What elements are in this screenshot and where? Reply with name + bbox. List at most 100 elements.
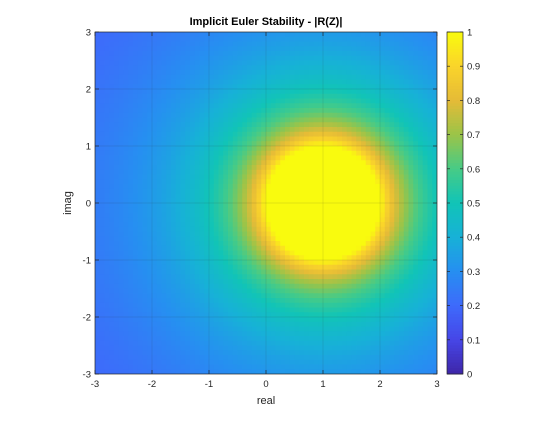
heatmap-cell	[199, 46, 205, 52]
heatmap-cell	[294, 340, 300, 347]
heatmap-cell	[104, 226, 110, 233]
heatmap-cell	[147, 359, 153, 366]
heatmap-cell	[327, 122, 334, 128]
heatmap-cell	[247, 193, 253, 199]
heatmap-cell	[356, 51, 362, 57]
heatmap-cell	[380, 174, 386, 180]
heatmap-cell	[228, 103, 234, 109]
heatmap-cell	[294, 41, 300, 47]
heatmap-cell	[342, 184, 348, 190]
heatmap-cell	[365, 74, 372, 81]
heatmap-cell	[95, 293, 101, 299]
heatmap-cell	[356, 231, 362, 237]
heatmap-cell	[313, 336, 319, 342]
heatmap-cell	[109, 274, 115, 280]
heatmap-cell	[133, 79, 139, 85]
heatmap-cell	[242, 260, 248, 266]
heatmap-cell	[318, 74, 324, 81]
heatmap-cell	[114, 359, 120, 366]
heatmap-cell	[399, 269, 405, 275]
heatmap-cell	[209, 103, 215, 109]
heatmap-cell	[194, 298, 201, 304]
heatmap-cell	[95, 307, 101, 313]
heatmap-cell	[109, 127, 115, 133]
heatmap-cell	[232, 226, 239, 233]
heatmap-cell	[408, 293, 414, 299]
heatmap-cell	[323, 355, 329, 361]
heatmap-cell	[218, 283, 224, 290]
heatmap-cell	[242, 150, 248, 157]
heatmap-cell	[356, 174, 362, 180]
heatmap-cell	[118, 169, 125, 176]
heatmap-cell	[223, 250, 229, 256]
heatmap-cell	[204, 150, 210, 157]
heatmap-cell	[323, 288, 329, 294]
heatmap-cell	[346, 136, 353, 142]
heatmap-cell	[218, 312, 224, 318]
heatmap-cell	[351, 165, 357, 171]
heatmap-cell	[161, 307, 167, 313]
heatmap-cell	[261, 321, 267, 328]
heatmap-cell	[185, 317, 191, 323]
heatmap-cell	[323, 203, 329, 209]
heatmap-cell	[171, 255, 177, 261]
heatmap-cell	[384, 217, 391, 223]
heatmap-cell	[204, 146, 210, 152]
heatmap-cell	[242, 193, 248, 199]
heatmap-cell	[104, 79, 110, 85]
heatmap-cell	[332, 174, 338, 180]
heatmap-cell	[308, 51, 315, 57]
heatmap-cell	[223, 117, 229, 123]
heatmap-cell	[370, 231, 376, 237]
heatmap-cell	[327, 331, 334, 337]
heatmap-cell	[147, 32, 153, 38]
heatmap-cell	[152, 226, 158, 233]
heatmap-cell	[256, 150, 262, 157]
heatmap-cell	[171, 188, 177, 195]
heatmap-cell	[384, 108, 391, 114]
heatmap-cell	[156, 103, 163, 109]
heatmap-cell	[133, 260, 139, 266]
heatmap-cell	[232, 222, 239, 228]
heatmap-cell	[204, 331, 210, 337]
heatmap-cell	[204, 203, 210, 209]
heatmap-cell	[413, 369, 419, 374]
heatmap-cell	[380, 184, 386, 190]
heatmap-cell	[171, 184, 177, 190]
heatmap-cell	[104, 117, 110, 123]
heatmap-cell	[380, 236, 386, 242]
heatmap-cell	[171, 150, 177, 157]
heatmap-cell	[337, 188, 343, 195]
heatmap-cell	[356, 331, 362, 337]
heatmap-cell	[133, 274, 139, 280]
heatmap-cell	[285, 89, 291, 95]
heatmap-cell	[99, 93, 106, 100]
heatmap-cell	[266, 241, 272, 247]
heatmap-cell	[228, 331, 234, 337]
heatmap-cell	[175, 160, 182, 166]
heatmap-cell	[194, 350, 201, 356]
heatmap-cell	[152, 345, 158, 351]
heatmap-cell	[403, 326, 410, 332]
heatmap-cell	[346, 317, 353, 323]
heatmap-cell	[223, 283, 229, 290]
heatmap-cell	[346, 340, 353, 347]
heatmap-cell	[152, 70, 158, 76]
heatmap-cell	[413, 146, 419, 152]
heatmap-cell	[128, 70, 134, 76]
heatmap-cell	[256, 274, 262, 280]
heatmap-cell	[285, 350, 291, 356]
heatmap-cell	[418, 51, 424, 57]
heatmap-cell	[171, 336, 177, 342]
heatmap-cell	[356, 112, 362, 119]
heatmap-cell	[95, 250, 101, 256]
heatmap-cell	[137, 207, 144, 214]
heatmap-cell	[213, 298, 220, 304]
heatmap-cell	[356, 141, 362, 147]
heatmap-cell	[156, 131, 163, 138]
heatmap-cell	[204, 36, 210, 43]
heatmap-cell	[318, 198, 324, 204]
heatmap-cell	[104, 174, 110, 180]
heatmap-cell	[118, 212, 125, 218]
heatmap-cell	[123, 165, 129, 171]
